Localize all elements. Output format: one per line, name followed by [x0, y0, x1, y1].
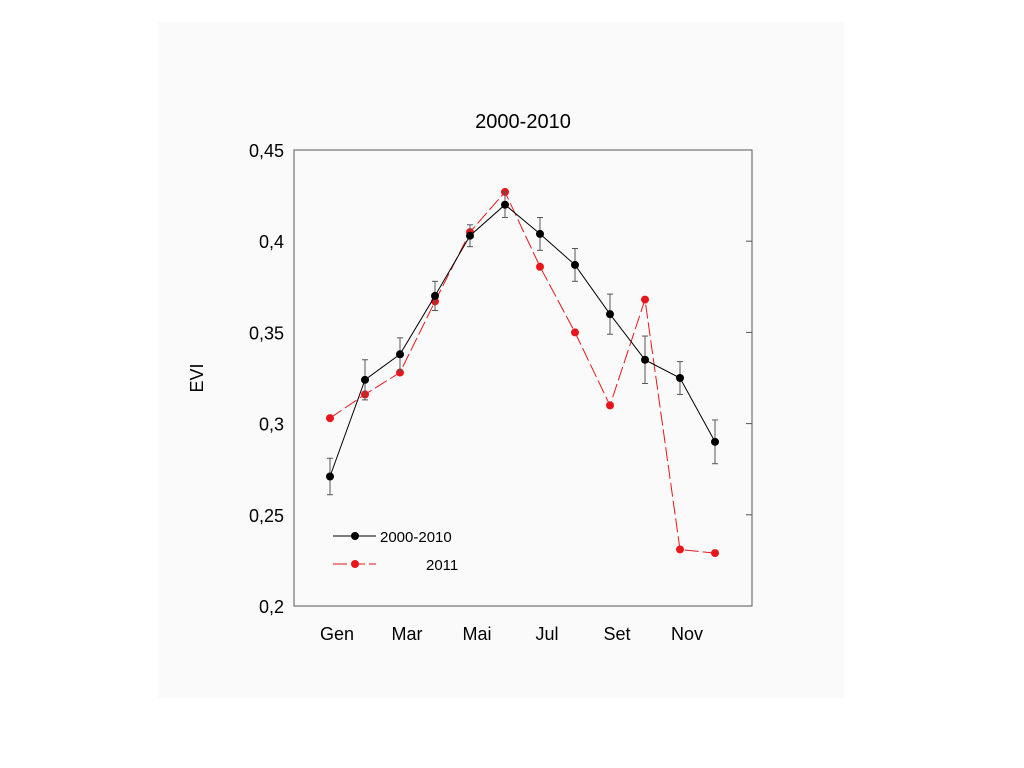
data-point [641, 355, 649, 364]
data-point [676, 374, 684, 382]
data-point [571, 328, 579, 337]
legend: 2000-2010 2011 [333, 529, 458, 574]
data-point [606, 401, 614, 410]
legend-marker [351, 560, 359, 568]
y-axis-label: EVI [187, 363, 207, 392]
series-line [329, 204, 716, 477]
data-point [466, 231, 474, 240]
y-axis-ticks: 0,2 0,25 0,3 0,35 0,4 0,45 [249, 141, 752, 617]
y-tick-label: 0,35 [249, 323, 284, 343]
x-axis-ticks: Gen Mar Mai Jul Set Nov [320, 624, 703, 644]
y-tick-label: 0,3 [259, 415, 284, 435]
data-point [711, 437, 719, 446]
data-point [431, 291, 439, 300]
figure-card [158, 22, 844, 698]
data-point [676, 545, 684, 554]
legend-label: 2011 [426, 557, 458, 574]
data-point [326, 414, 334, 423]
series-line [329, 191, 716, 554]
data-point [536, 229, 544, 238]
y-tick-label: 0,25 [249, 506, 284, 526]
legend-marker [351, 532, 359, 540]
data-point [536, 262, 544, 271]
data-point [361, 375, 369, 384]
data-point [501, 200, 509, 209]
x-tick-label: Jul [535, 624, 558, 644]
plot-frame [293, 149, 753, 607]
chart-title: 2000-2010 [475, 111, 571, 133]
x-tick-label: Mai [462, 624, 491, 644]
x-tick-label: Set [603, 624, 630, 644]
y-tick-label: 0,45 [249, 141, 284, 161]
data-point [606, 310, 614, 319]
x-tick-label: Mar [392, 624, 423, 644]
x-tick-label: Gen [320, 624, 354, 644]
data-point [326, 472, 334, 481]
data-point [571, 260, 579, 269]
x-tick-label: Nov [671, 624, 703, 644]
y-tick-label: 0,4 [259, 232, 284, 252]
legend-label: 2000-2010 [380, 529, 452, 546]
data-point [396, 350, 404, 359]
series-2000-2010 [326, 191, 719, 496]
y-tick-label: 0,2 [259, 597, 284, 617]
series-layer [326, 187, 719, 558]
data-point [641, 295, 649, 304]
data-point [711, 549, 719, 558]
series-2011 [326, 187, 719, 558]
